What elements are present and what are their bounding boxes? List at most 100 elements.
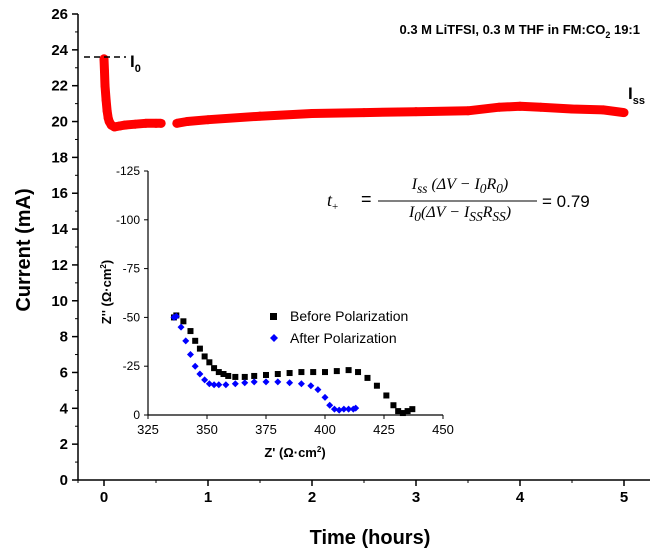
after-point (201, 376, 209, 384)
inset-x-tick-label: 375 (255, 422, 277, 437)
after-point (186, 350, 194, 358)
before-point (187, 328, 194, 335)
after-point (307, 382, 315, 390)
after-point (314, 386, 322, 394)
after-point (326, 401, 334, 409)
after-point (215, 381, 223, 389)
main-y-tick-label: 14 (51, 221, 68, 238)
inset-x-tick-label: 425 (373, 422, 395, 437)
main-series-current (99, 54, 629, 132)
before-point (180, 318, 187, 325)
after-point (250, 378, 258, 386)
inset-y-ticks: 0 -25 -50 -75 -100 -125 (116, 164, 148, 422)
after-point (191, 362, 199, 370)
before-point (192, 337, 199, 344)
main-x-tick-label: 3 (412, 489, 420, 506)
inset-y-axis-label: Z'' (Ω·cm2) (99, 260, 114, 324)
before-point (232, 373, 239, 380)
after-point (262, 378, 270, 386)
before-point (274, 371, 281, 378)
after-point (286, 379, 294, 387)
formula-numerator: Iss (ΔV − I0R0) (411, 176, 509, 197)
main-y-tick-label: 4 (60, 400, 69, 417)
inset-x-tick-label: 350 (196, 422, 218, 437)
formula-lhs: t+ (327, 190, 338, 213)
before-point (286, 370, 293, 377)
before-point (310, 369, 317, 376)
main-y-tick-label: 6 (60, 364, 68, 381)
inset-axes (147, 171, 443, 416)
inset-y-tick-label: 0 (133, 408, 140, 422)
before-point (390, 402, 397, 409)
before-point (201, 353, 208, 360)
before-point (215, 369, 222, 376)
inset-y-tick-label: -125 (116, 164, 140, 178)
main-y-tick-label: 20 (51, 114, 68, 131)
current-trace-a (99, 58, 162, 132)
main-y-tick-label: 26 (51, 6, 68, 23)
main-x-tick-label: 5 (620, 489, 628, 506)
inset-y-tick-label: -100 (116, 213, 140, 227)
inset-chart: 325 350 375 400 425 450 0 -25 -50 -75 -100 -125 Z'… (99, 164, 454, 460)
main-x-tick-label: 1 (204, 489, 212, 506)
inset-series-after (170, 312, 360, 414)
before-point (373, 382, 380, 389)
main-y-tick-label: 16 (51, 185, 68, 202)
after-point (340, 405, 348, 413)
main-annotation: 0.3 M LiTFSI, 0.3 M THF in FM:CO2 19:1 (400, 22, 641, 40)
inset-x-axis-label: Z' (Ω·cm2) (264, 445, 325, 460)
legend-marker-after (270, 334, 278, 342)
before-point (220, 371, 227, 378)
before-point (404, 408, 411, 415)
main-y-tick-label: 24 (51, 42, 68, 59)
after-point (321, 393, 329, 401)
after-point (177, 323, 185, 331)
inset-series-before (170, 312, 416, 417)
before-point (364, 374, 371, 381)
after-point (210, 381, 218, 389)
formula-result: = 0.79 (542, 192, 590, 211)
after-point (231, 380, 239, 388)
before-point (355, 369, 362, 376)
after-point (222, 381, 230, 389)
before-point (263, 371, 269, 378)
inset-y-tick-label: -50 (123, 310, 141, 324)
after-point (205, 380, 213, 388)
transference-formula: t+ = Iss (ΔV − I0R0) I0(ΔV − ISSRSS) = 0… (327, 176, 590, 225)
before-point (383, 392, 390, 399)
before-point (251, 372, 258, 379)
main-y-tick-label: 2 (60, 436, 68, 453)
main-y-tick-label: 8 (60, 329, 68, 346)
legend-label-after: After Polarization (290, 330, 397, 346)
after-point (297, 380, 305, 388)
after-point (274, 378, 282, 386)
inset-legend: Before Polarization After Polarization (270, 308, 408, 346)
main-y-tick-label: 10 (51, 293, 68, 310)
main-y-axis-label: Current (mA) (13, 188, 35, 311)
before-point (345, 367, 352, 374)
after-point (352, 404, 360, 412)
before-point (241, 373, 248, 380)
after-point (241, 379, 249, 387)
after-point (182, 337, 190, 345)
legend-label-before: Before Polarization (290, 308, 408, 324)
inset-x-ticks: 325 350 375 400 425 450 (137, 415, 454, 437)
main-axes (77, 14, 650, 481)
main-y-tick-label: 18 (51, 149, 68, 166)
before-point (196, 345, 203, 352)
after-point (330, 405, 338, 413)
inset-x-tick-label: 450 (432, 422, 454, 437)
before-point (298, 369, 305, 376)
formula-denominator: I0(ΔV − ISSRSS) (408, 204, 512, 225)
main-y-tick-label: 22 (51, 78, 68, 95)
main-x-tick-label: 2 (308, 489, 316, 506)
before-point (409, 406, 416, 413)
before-point (395, 408, 402, 415)
inset-y-tick-label: -75 (123, 262, 141, 276)
after-point (335, 406, 343, 414)
inset-x-tick-label: 400 (314, 422, 336, 437)
before-point (399, 410, 406, 417)
i0-label: I0 (130, 52, 141, 75)
